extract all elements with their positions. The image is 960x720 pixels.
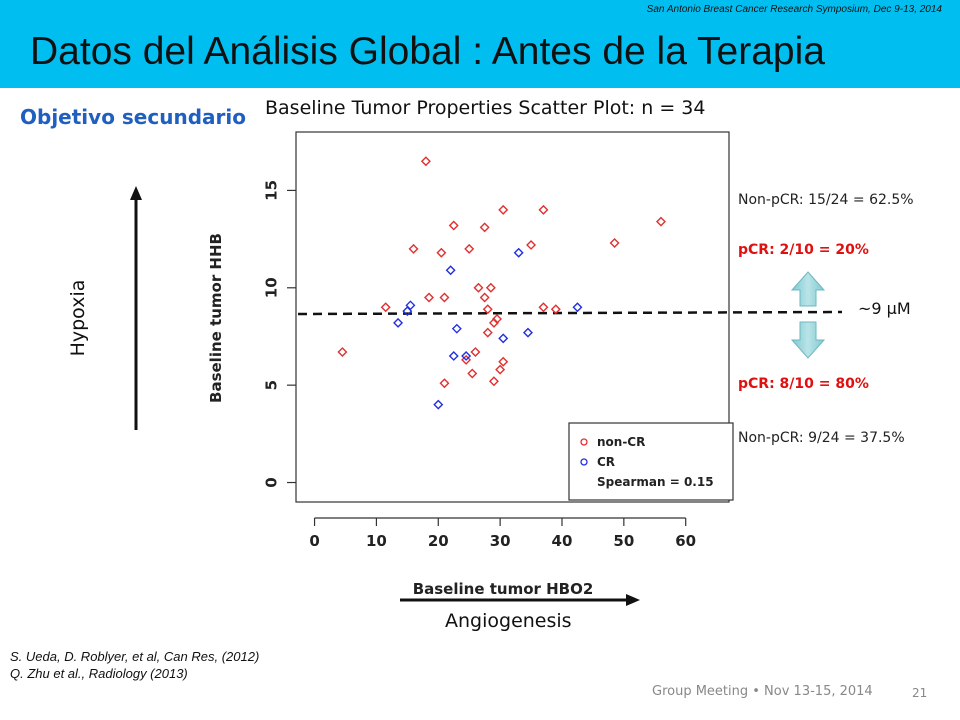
point-non-cr-24 [498, 204, 509, 215]
point-non-cr-7 [439, 378, 450, 389]
point-non-cr-19 [488, 317, 499, 328]
legend: non-CR CR Spearman = 0.15 [568, 422, 734, 501]
x-tick-label-5: 50 [613, 532, 634, 550]
point-non-cr-17 [482, 327, 493, 338]
footer-meeting: Group Meeting • Nov 13-15, 2014 [652, 684, 873, 699]
point-cr-0 [393, 317, 404, 328]
data-points [337, 156, 666, 410]
threshold-label: ~9 µM [858, 299, 911, 318]
point-non-cr-23 [498, 356, 509, 367]
point-cr-4 [445, 265, 456, 276]
point-non-cr-16 [482, 304, 493, 315]
point-non-cr-1 [380, 302, 391, 313]
point-cr-5 [448, 350, 459, 361]
plot-frame [295, 131, 730, 503]
legend-label-cr: CR [597, 455, 615, 469]
up-block-arrow [790, 271, 826, 307]
x-axis: 0 10 20 30 40 50 60 [309, 517, 696, 550]
point-cr-9 [513, 247, 524, 258]
x-tick-label-1: 10 [366, 532, 387, 550]
point-non-cr-29 [609, 238, 620, 248]
y-tick-label-3: 15 [263, 180, 281, 201]
legend-label-noncr: non-CR [597, 435, 645, 449]
legend-marker-cr [580, 458, 588, 466]
reference-1: S. Ueda, D. Roblyer, et al, Can Res, (20… [10, 649, 260, 664]
lower-nonpcr-annotation: Non-pCR: 9/24 = 37.5% [738, 430, 905, 446]
references: S. Ueda, D. Roblyer, et al, Can Res, (20… [10, 648, 259, 682]
point-non-cr-0 [337, 347, 348, 358]
x-tick-label-2: 20 [428, 532, 449, 550]
point-non-cr-18 [485, 282, 496, 293]
point-non-cr-30 [655, 216, 666, 227]
point-cr-6 [451, 323, 462, 334]
point-cr-8 [498, 333, 509, 344]
point-non-cr-21 [492, 313, 503, 324]
point-non-cr-13 [473, 282, 484, 293]
reference-2: Q. Zhu et al., Radiology (2013) [10, 666, 188, 681]
point-non-cr-8 [448, 220, 459, 231]
point-non-cr-10 [464, 243, 475, 254]
y-tick-label-2: 10 [263, 277, 281, 298]
point-non-cr-26 [538, 204, 549, 215]
point-non-cr-12 [470, 347, 481, 358]
y-tick-label-1: 5 [263, 380, 281, 390]
point-cr-11 [572, 302, 583, 313]
point-non-cr-3 [420, 156, 431, 167]
point-non-cr-5 [436, 247, 447, 258]
point-non-cr-25 [526, 239, 537, 250]
x-tick-label-6: 60 [675, 532, 696, 550]
conference-label: San Antonio Breast Cancer Research Sympo… [646, 4, 942, 15]
lower-pcr-annotation: pCR: 8/10 = 80% [738, 376, 869, 392]
secondary-objective-label: Objetivo secundario [20, 105, 246, 129]
y-tick-label-0: 0 [263, 477, 281, 487]
angiogenesis-label: Angiogenesis [445, 610, 572, 632]
point-non-cr-15 [479, 222, 490, 233]
y-axis-label: Baseline tumor HHB [207, 233, 225, 403]
legend-spearman: Spearman = 0.15 [597, 475, 714, 489]
x-tick-label-0: 0 [309, 532, 319, 550]
point-non-cr-11 [467, 368, 478, 379]
point-non-cr-22 [495, 364, 506, 375]
angiogenesis-arrow-head [626, 594, 640, 606]
point-non-cr-4 [424, 292, 434, 303]
upper-nonpcr-annotation: Non-pCR: 15/24 = 62.5% [738, 192, 914, 208]
hypoxia-label: Hypoxia [67, 279, 89, 357]
point-non-cr-6 [439, 292, 450, 303]
page-number: 21 [912, 686, 928, 700]
x-tick-label-4: 40 [552, 532, 573, 550]
y-axis: 0 5 10 15 [263, 180, 296, 488]
point-cr-3 [433, 399, 444, 410]
point-non-cr-27 [538, 302, 549, 313]
x-axis-label: Baseline tumor HBO2 [413, 580, 594, 598]
threshold-line [297, 310, 843, 316]
down-block-arrow [790, 321, 826, 359]
point-non-cr-2 [408, 243, 419, 254]
point-non-cr-28 [550, 304, 561, 315]
chart-title: Baseline Tumor Properties Scatter Plot: … [265, 97, 706, 119]
hypoxia-arrow-head [130, 186, 142, 200]
x-tick-label-3: 30 [490, 532, 511, 550]
upper-pcr-annotation: pCR: 2/10 = 20% [738, 242, 869, 258]
point-cr-7 [461, 350, 472, 361]
point-non-cr-14 [479, 292, 490, 303]
point-cr-10 [522, 327, 533, 338]
point-non-cr-9 [461, 354, 472, 365]
legend-marker-noncr [580, 438, 588, 446]
page-title: Datos del Análisis Global : Antes de la … [30, 30, 825, 73]
point-cr-2 [405, 300, 416, 311]
legend-box [568, 422, 734, 501]
point-non-cr-20 [488, 376, 499, 387]
header-bar: San Antonio Breast Cancer Research Sympo… [0, 0, 960, 88]
